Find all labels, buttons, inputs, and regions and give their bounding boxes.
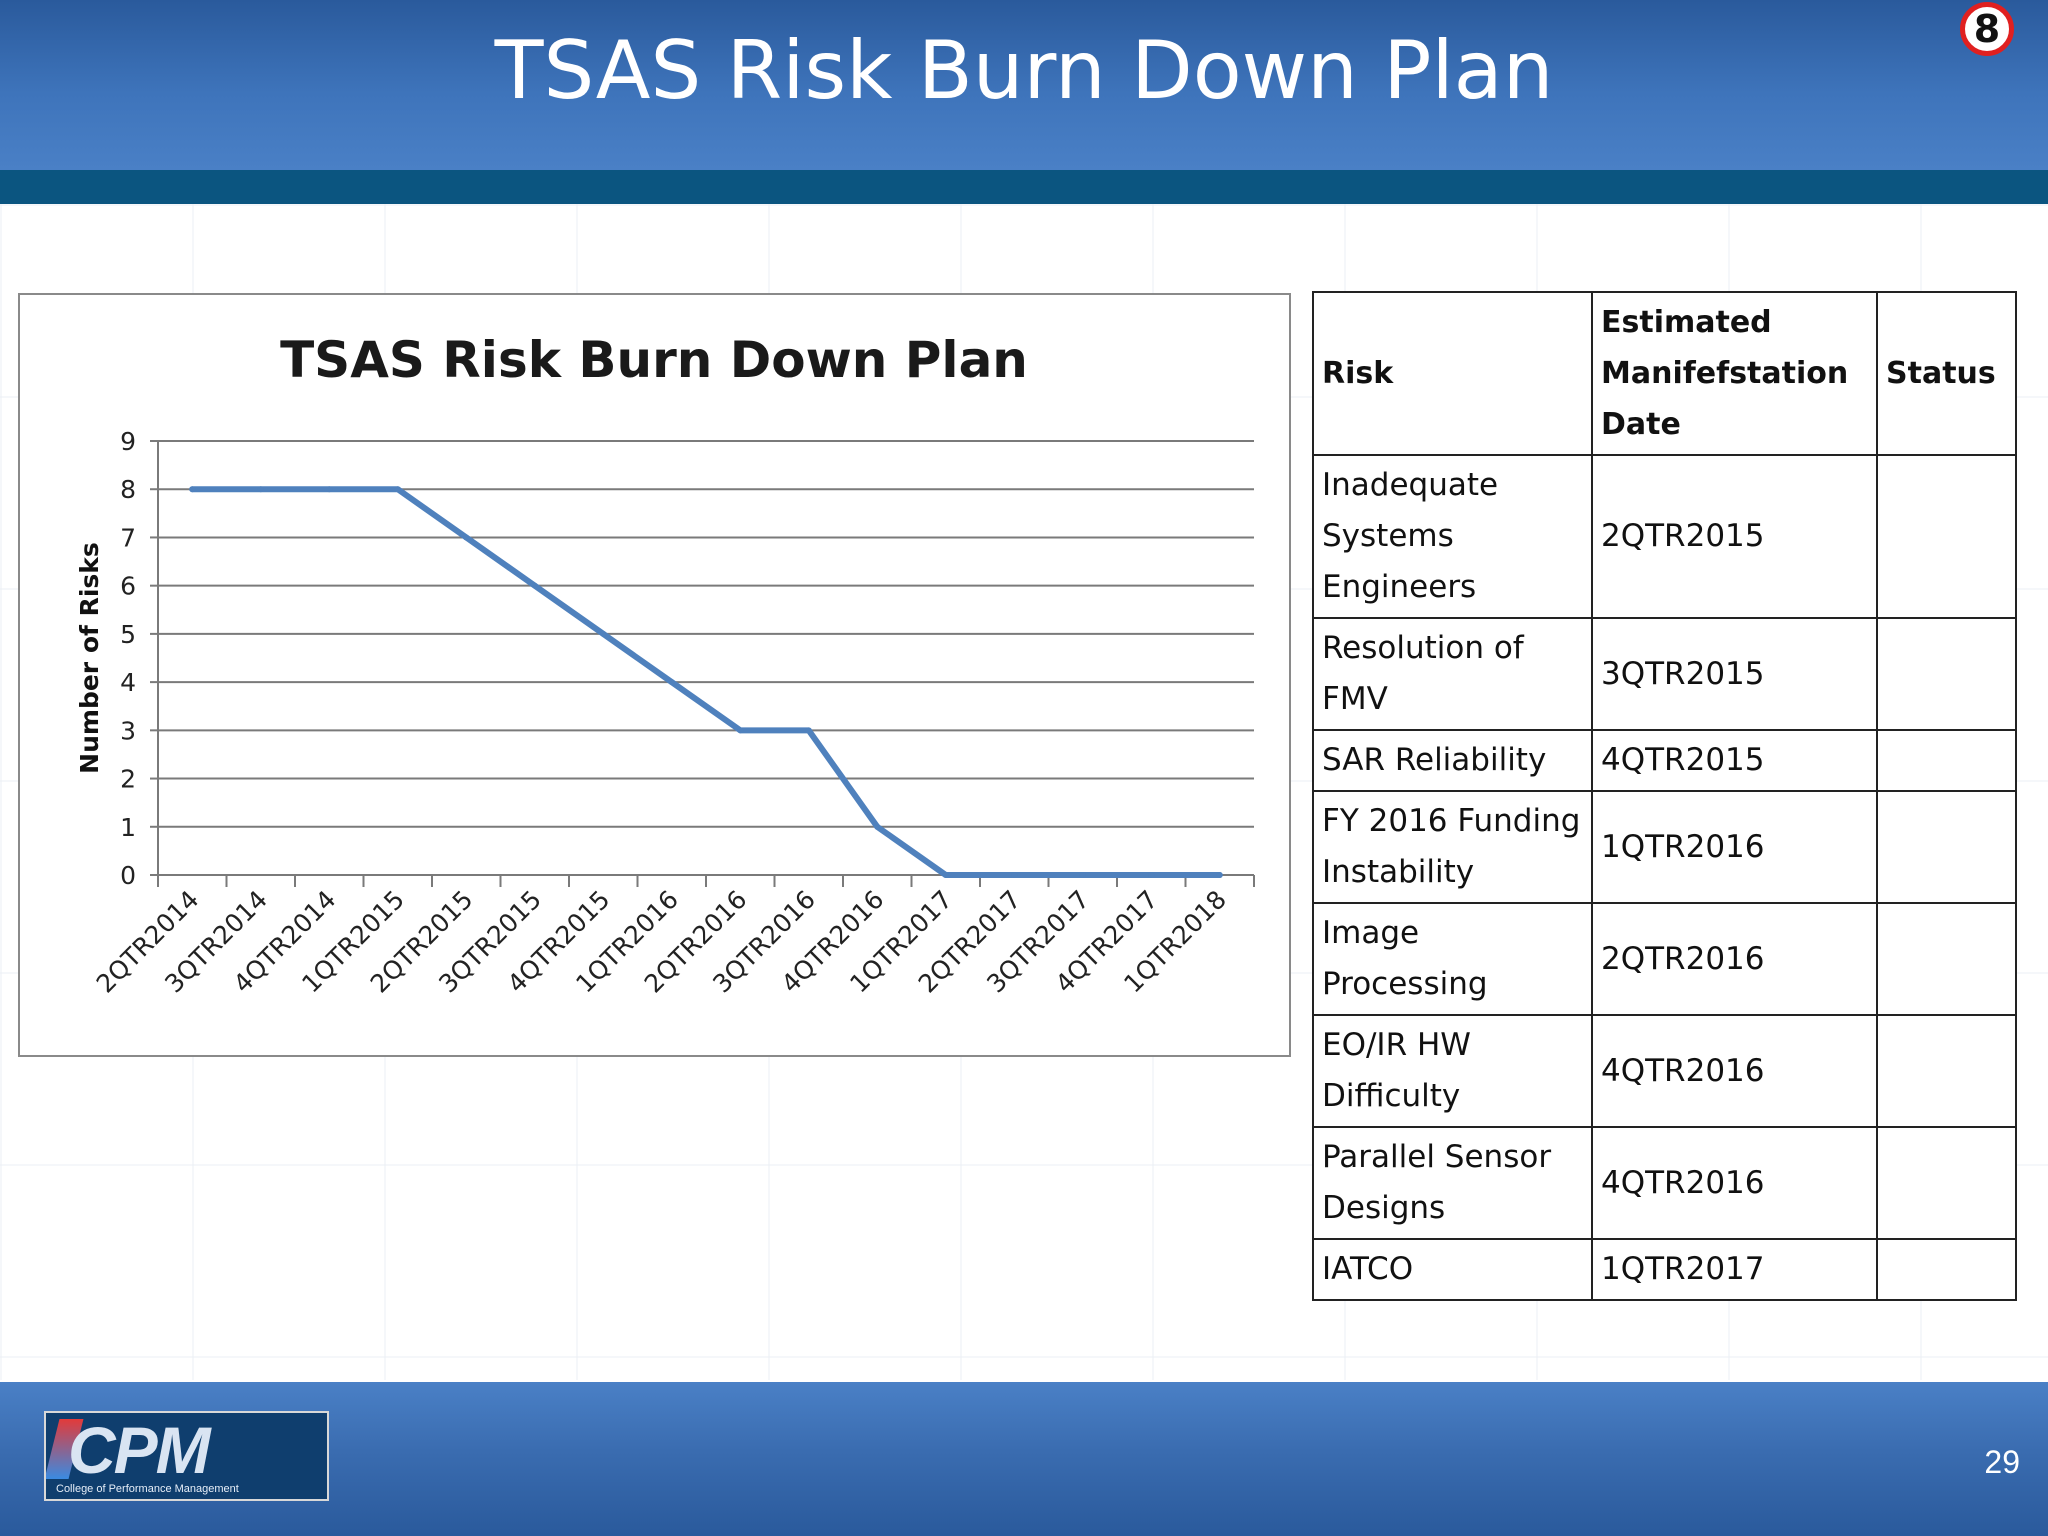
table-row: FY 2016 Funding Instability 1QTR2016 (1312, 790, 2017, 904)
date-cell: 1QTR2017 (1591, 1238, 1878, 1301)
table-row: Image Processing 2QTR2016 (1312, 902, 2017, 1016)
date-cell: 4QTR2016 (1591, 1126, 1878, 1240)
cpm-logo: CPM College of Performance Management (44, 1411, 329, 1501)
data-point (531, 582, 538, 589)
status-cell (1876, 617, 2017, 731)
table-row: Inadequate Systems Engineers 2QTR2015 (1312, 454, 2017, 619)
risk-cell: Parallel Sensor Designs (1312, 1126, 1593, 1240)
date-cell: 2QTR2016 (1591, 902, 1878, 1016)
header-estimated-date: Estimated Manifefstation Date (1591, 291, 1878, 456)
y-axis-label: Number of Risks (75, 542, 104, 774)
date-cell: 4QTR2015 (1591, 729, 1878, 792)
header-stripe (0, 170, 2048, 204)
status-cell (1876, 902, 2017, 1016)
data-point (668, 679, 675, 686)
risk-cell: EO/IR HW Difficulty (1312, 1014, 1593, 1128)
status-cell (1876, 729, 2017, 792)
y-tick-label: 4 (120, 668, 136, 697)
status-cell (1876, 1126, 2017, 1240)
table-row: Parallel Sensor Designs 4QTR2016 (1312, 1126, 2017, 1240)
y-tick-label: 8 (120, 475, 136, 504)
data-point (600, 630, 607, 637)
data-point (257, 486, 264, 493)
table-row: Resolution of FMV 3QTR2015 (1312, 617, 2017, 731)
y-tick-label: 7 (120, 523, 136, 552)
risk-cell: Resolution of FMV (1312, 617, 1593, 731)
risk-cell: Image Processing (1312, 902, 1593, 1016)
y-tick-label: 9 (120, 427, 136, 456)
series-line (189, 486, 1223, 878)
header-status: Status (1876, 291, 2017, 456)
chart-title: TSAS Risk Burn Down Plan (280, 331, 1028, 389)
risk-cell: FY 2016 Funding Instability (1312, 790, 1593, 904)
y-tick-label: 1 (120, 813, 136, 842)
header-risk: Risk (1312, 291, 1593, 456)
date-cell: 1QTR2016 (1591, 790, 1878, 904)
date-cell: 2QTR2015 (1591, 454, 1878, 619)
data-point (942, 872, 949, 878)
y-tick-label: 6 (120, 572, 136, 601)
data-point (463, 534, 470, 541)
risk-cell: Inadequate Systems Engineers (1312, 454, 1593, 619)
slide-title: TSAS Risk Burn Down Plan (494, 24, 1554, 117)
data-point (1079, 872, 1086, 878)
logo-text: CPM (68, 1413, 211, 1487)
data-point (805, 727, 812, 734)
chart-canvas: TSAS Risk Burn Down Plan 0 1 2 3 4 5 6 7 8 9 Number… (75, 331, 1255, 998)
data-point (1148, 872, 1155, 878)
status-cell (1876, 454, 2017, 619)
slide-badge: 8 (1960, 2, 2014, 56)
risk-cell: SAR Reliability (1312, 729, 1593, 792)
risk-cell: IATCO (1312, 1238, 1593, 1301)
data-point (874, 823, 881, 830)
data-point (326, 486, 333, 493)
data-point (1011, 872, 1018, 878)
y-tick-label: 5 (120, 620, 136, 649)
table-row: SAR Reliability 4QTR2015 (1312, 729, 2017, 792)
slide-header: TSAS Risk Burn Down Plan 8 (0, 0, 2048, 170)
date-cell: 4QTR2016 (1591, 1014, 1878, 1128)
data-point (737, 727, 744, 734)
logo-subtitle: College of Performance Management (56, 1483, 239, 1495)
table-row: EO/IR HW Difficulty 4QTR2016 (1312, 1014, 2017, 1128)
status-cell (1876, 1238, 2017, 1301)
table-row: IATCO 1QTR2017 (1312, 1238, 2017, 1301)
page-number: 29 (1984, 1444, 2020, 1480)
status-cell (1876, 790, 2017, 904)
table-header-row: Risk Estimated Manifefstation Date Statu… (1312, 291, 2017, 456)
status-cell (1876, 1014, 2017, 1128)
data-point (394, 486, 401, 493)
y-tick-label: 3 (120, 716, 136, 745)
data-point (189, 486, 196, 493)
data-point (1216, 872, 1223, 878)
y-tick-label: 2 (120, 765, 136, 794)
date-cell: 3QTR2015 (1591, 617, 1878, 731)
slide-footer: 29 (0, 1382, 2048, 1536)
burn-down-chart: TSAS Risk Burn Down Plan 0 1 2 3 4 5 6 7 8 9 Number… (18, 293, 1291, 1057)
y-tick-label: 0 (120, 861, 136, 890)
risk-table: Risk Estimated Manifefstation Date Statu… (1312, 291, 2017, 1301)
